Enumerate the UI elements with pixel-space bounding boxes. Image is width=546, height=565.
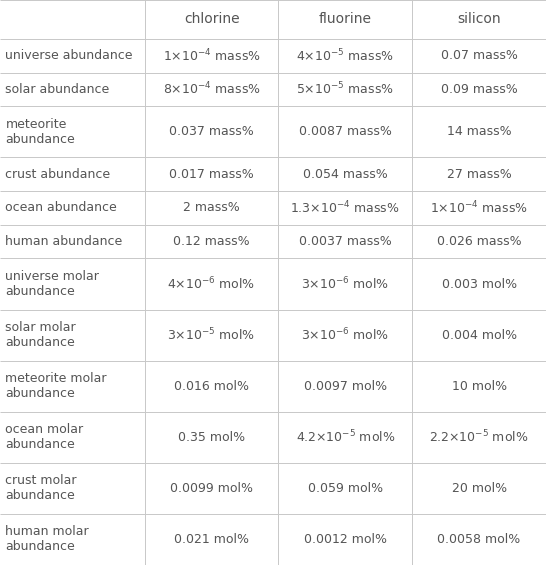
Text: $1.3{\times}10^{-4}$ mass%: $1.3{\times}10^{-4}$ mass% [290,199,400,216]
Text: universe abundance: universe abundance [5,49,133,62]
Text: universe molar
abundance: universe molar abundance [5,270,99,298]
Text: 0.0037 mass%: 0.0037 mass% [299,235,391,248]
Text: chlorine: chlorine [184,12,239,27]
Text: $5{\times}10^{-5}$ mass%: $5{\times}10^{-5}$ mass% [296,81,394,98]
Text: 0.07 mass%: 0.07 mass% [441,49,518,62]
Text: 0.0012 mol%: 0.0012 mol% [304,533,387,546]
Text: crust molar
abundance: crust molar abundance [5,475,77,502]
Text: $4.2{\times}10^{-5}$ mol%: $4.2{\times}10^{-5}$ mol% [295,429,395,446]
Text: crust abundance: crust abundance [5,168,111,181]
Text: 0.021 mol%: 0.021 mol% [174,533,249,546]
Text: 0.017 mass%: 0.017 mass% [169,168,254,181]
Text: $1{\times}10^{-4}$ mass%: $1{\times}10^{-4}$ mass% [163,47,260,64]
Text: $4{\times}10^{-6}$ mol%: $4{\times}10^{-6}$ mol% [168,276,256,292]
Text: 0.037 mass%: 0.037 mass% [169,125,254,138]
Text: 0.016 mol%: 0.016 mol% [174,380,249,393]
Text: $2.2{\times}10^{-5}$ mol%: $2.2{\times}10^{-5}$ mol% [429,429,529,446]
Text: 0.35 mol%: 0.35 mol% [178,431,245,444]
Text: $4{\times}10^{-5}$ mass%: $4{\times}10^{-5}$ mass% [296,47,394,64]
Text: 2 mass%: 2 mass% [183,201,240,214]
Text: $3{\times}10^{-5}$ mol%: $3{\times}10^{-5}$ mol% [168,327,256,344]
Text: solar abundance: solar abundance [5,83,110,96]
Text: 0.059 mol%: 0.059 mol% [308,482,383,495]
Text: 20 mol%: 20 mol% [452,482,507,495]
Text: 0.054 mass%: 0.054 mass% [303,168,388,181]
Text: meteorite
abundance: meteorite abundance [5,118,75,146]
Text: $8{\times}10^{-4}$ mass%: $8{\times}10^{-4}$ mass% [163,81,260,98]
Text: 0.0097 mol%: 0.0097 mol% [304,380,387,393]
Text: meteorite molar
abundance: meteorite molar abundance [5,372,107,400]
Text: 0.0099 mol%: 0.0099 mol% [170,482,253,495]
Text: ocean abundance: ocean abundance [5,201,117,214]
Text: 0.003 mol%: 0.003 mol% [442,277,517,290]
Text: 0.026 mass%: 0.026 mass% [437,235,521,248]
Text: human molar
abundance: human molar abundance [5,525,89,554]
Text: silicon: silicon [458,12,501,27]
Text: $1{\times}10^{-4}$ mass%: $1{\times}10^{-4}$ mass% [430,199,528,216]
Text: 0.12 mass%: 0.12 mass% [173,235,250,248]
Text: $3{\times}10^{-6}$ mol%: $3{\times}10^{-6}$ mol% [301,327,389,344]
Text: 10 mol%: 10 mol% [452,380,507,393]
Text: fluorine: fluorine [319,12,372,27]
Text: 0.0058 mol%: 0.0058 mol% [437,533,521,546]
Text: solar molar
abundance: solar molar abundance [5,321,76,349]
Text: 0.004 mol%: 0.004 mol% [442,329,517,342]
Text: $3{\times}10^{-6}$ mol%: $3{\times}10^{-6}$ mol% [301,276,389,292]
Text: ocean molar
abundance: ocean molar abundance [5,423,84,451]
Text: human abundance: human abundance [5,235,123,248]
Text: 0.0087 mass%: 0.0087 mass% [299,125,392,138]
Text: 27 mass%: 27 mass% [447,168,512,181]
Text: 0.09 mass%: 0.09 mass% [441,83,518,96]
Text: 14 mass%: 14 mass% [447,125,512,138]
